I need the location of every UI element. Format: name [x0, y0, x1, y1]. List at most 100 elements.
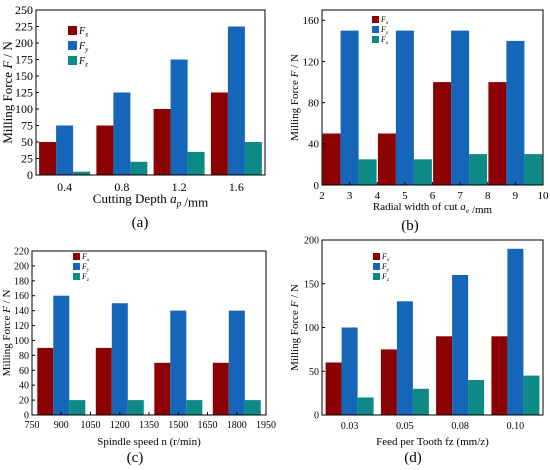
- bar-fz-4: [244, 400, 261, 415]
- bar-fy-1: [56, 125, 74, 175]
- y-tick-label: 150: [304, 279, 319, 290]
- x-tick-label: 5: [402, 190, 408, 202]
- legend-label-fz: Fz: [381, 272, 390, 283]
- y-tick-label: 120: [14, 321, 29, 332]
- bar-fx-2: [380, 349, 397, 415]
- legend-swatch-fx: [73, 253, 80, 260]
- chart-a: 0 25 50 75 100 125 150 175 200 225 250 0.4 0.8 1.2 1.6…: [0, 3, 266, 209]
- chart-d: 0 50 100 150 200 0.03 0.05 0.08 0.10 Feed per Too…: [289, 236, 544, 448]
- legend-label-fx: Fx: [381, 252, 390, 263]
- bar-fx-3: [436, 336, 453, 416]
- y-tick-label: 100: [304, 323, 319, 334]
- legend-label-fz: Fz: [81, 272, 90, 283]
- bar-fx-1: [39, 142, 57, 175]
- bar-fy-4: [228, 310, 245, 415]
- x-tick-label: 0.8: [114, 180, 129, 194]
- bar-fy-1: [341, 327, 358, 415]
- legend-swatch-fy: [73, 263, 80, 270]
- bar-fy-3: [170, 310, 187, 415]
- legend-swatch-fy: [68, 41, 77, 50]
- bar-fy-2: [395, 30, 414, 185]
- y-axis-title: Milling Force F / N: [1, 290, 13, 377]
- x-tick-label: 1.6: [229, 180, 244, 194]
- legend-label-fx: Fx: [81, 252, 90, 263]
- caption-b: (b): [401, 218, 419, 234]
- y-tick-label: 80: [308, 97, 320, 109]
- x-tick-label: 0.03: [341, 421, 359, 432]
- x-tick-label: 750: [25, 420, 40, 431]
- bar-fx-1: [325, 362, 342, 415]
- y-tick-label: 200: [304, 236, 319, 247]
- y-tick-label: 160: [303, 15, 320, 27]
- bar-fz-3: [469, 154, 488, 185]
- bar-fz-2: [412, 388, 429, 416]
- bar-fy-2: [113, 92, 131, 175]
- y-tick-label: 0: [24, 411, 29, 422]
- x-tick-label: 1350: [139, 420, 159, 431]
- y-tick-label: 120: [303, 56, 320, 68]
- y-tick-label: 220: [14, 247, 29, 258]
- bar-fx-4: [210, 92, 228, 175]
- x-tick-label: 0.08: [451, 421, 469, 432]
- y-tick-label: 140: [14, 306, 29, 317]
- x-axis-title: Cutting Depth ap /mm: [93, 191, 208, 209]
- x-tick-label: 1800: [227, 420, 247, 431]
- x-tick-label: 3: [347, 190, 353, 202]
- bar-fz-2: [130, 161, 148, 175]
- bar-fz-1: [73, 171, 91, 175]
- y-tick-label: 60: [19, 366, 29, 377]
- y-tick-label: 75: [21, 119, 33, 133]
- bar-fx-3: [154, 362, 171, 415]
- y-tick-label: 200: [14, 261, 29, 272]
- y-tick-label: 250: [15, 3, 33, 17]
- x-tick-label: 8: [485, 190, 491, 202]
- legend-swatch-fx: [372, 16, 379, 23]
- x-tick-label: 1650: [198, 420, 218, 431]
- chart-c: 0 20 40 60 80 100 120 140 160 180 200 220 750 900 1050…: [1, 247, 276, 449]
- bar-fx-1: [37, 347, 54, 415]
- y-tick-label: 20: [19, 396, 29, 407]
- x-tick-label: 1200: [110, 420, 130, 431]
- x-tick-label: 0.10: [507, 421, 525, 432]
- caption-a: (a): [131, 215, 149, 231]
- x-tick-label: 2: [319, 190, 325, 202]
- legend-swatch-fx: [68, 26, 77, 35]
- legend-label-fx: Fx: [380, 15, 389, 26]
- x-axis-title: Radial width of cut ae /mm: [373, 201, 493, 216]
- legend-label-fy: Fy: [78, 41, 89, 54]
- bar-fx-3: [433, 82, 452, 185]
- legend-label-fy: Fy: [81, 262, 90, 273]
- legend-swatch-fz: [373, 273, 380, 280]
- x-tick-label: 1.2: [172, 180, 187, 194]
- bar-fz-1: [69, 400, 86, 415]
- x-tick-label: 0.4: [57, 180, 72, 194]
- bar-fx-4: [491, 336, 508, 416]
- legend-swatch-fz: [73, 273, 80, 280]
- x-tick-label: 900: [54, 420, 69, 431]
- caption-c: (c): [126, 450, 144, 466]
- bar-fx-4: [212, 362, 229, 415]
- bar-fy-4: [506, 40, 525, 186]
- bar-fz-3: [187, 151, 205, 175]
- x-tick-label: 6: [430, 190, 436, 202]
- x-tick-label: 1500: [168, 420, 188, 431]
- bar-fy-3: [170, 59, 188, 175]
- bar-fy-4: [227, 26, 245, 175]
- y-tick-label: 175: [15, 53, 33, 67]
- y-tick-label: 180: [14, 276, 29, 287]
- y-tick-label: 50: [309, 367, 319, 378]
- y-tick-label: 25: [21, 152, 33, 166]
- legend-label-fz: Fz: [380, 35, 389, 46]
- bar-fz-4: [244, 142, 262, 175]
- bar-fy-1: [53, 295, 70, 415]
- x-axis-title: Feed per Tooth fz (mm/z): [376, 436, 489, 448]
- y-tick-label: 160: [14, 291, 29, 302]
- bar-fz-2: [413, 159, 432, 185]
- chart-b: 0 40 80 120 160 2 3 4 5 6 7 8 9 10 Radial width of cut…: [289, 9, 549, 216]
- y-tick-label: 40: [19, 381, 29, 392]
- bar-fx-2: [96, 125, 114, 175]
